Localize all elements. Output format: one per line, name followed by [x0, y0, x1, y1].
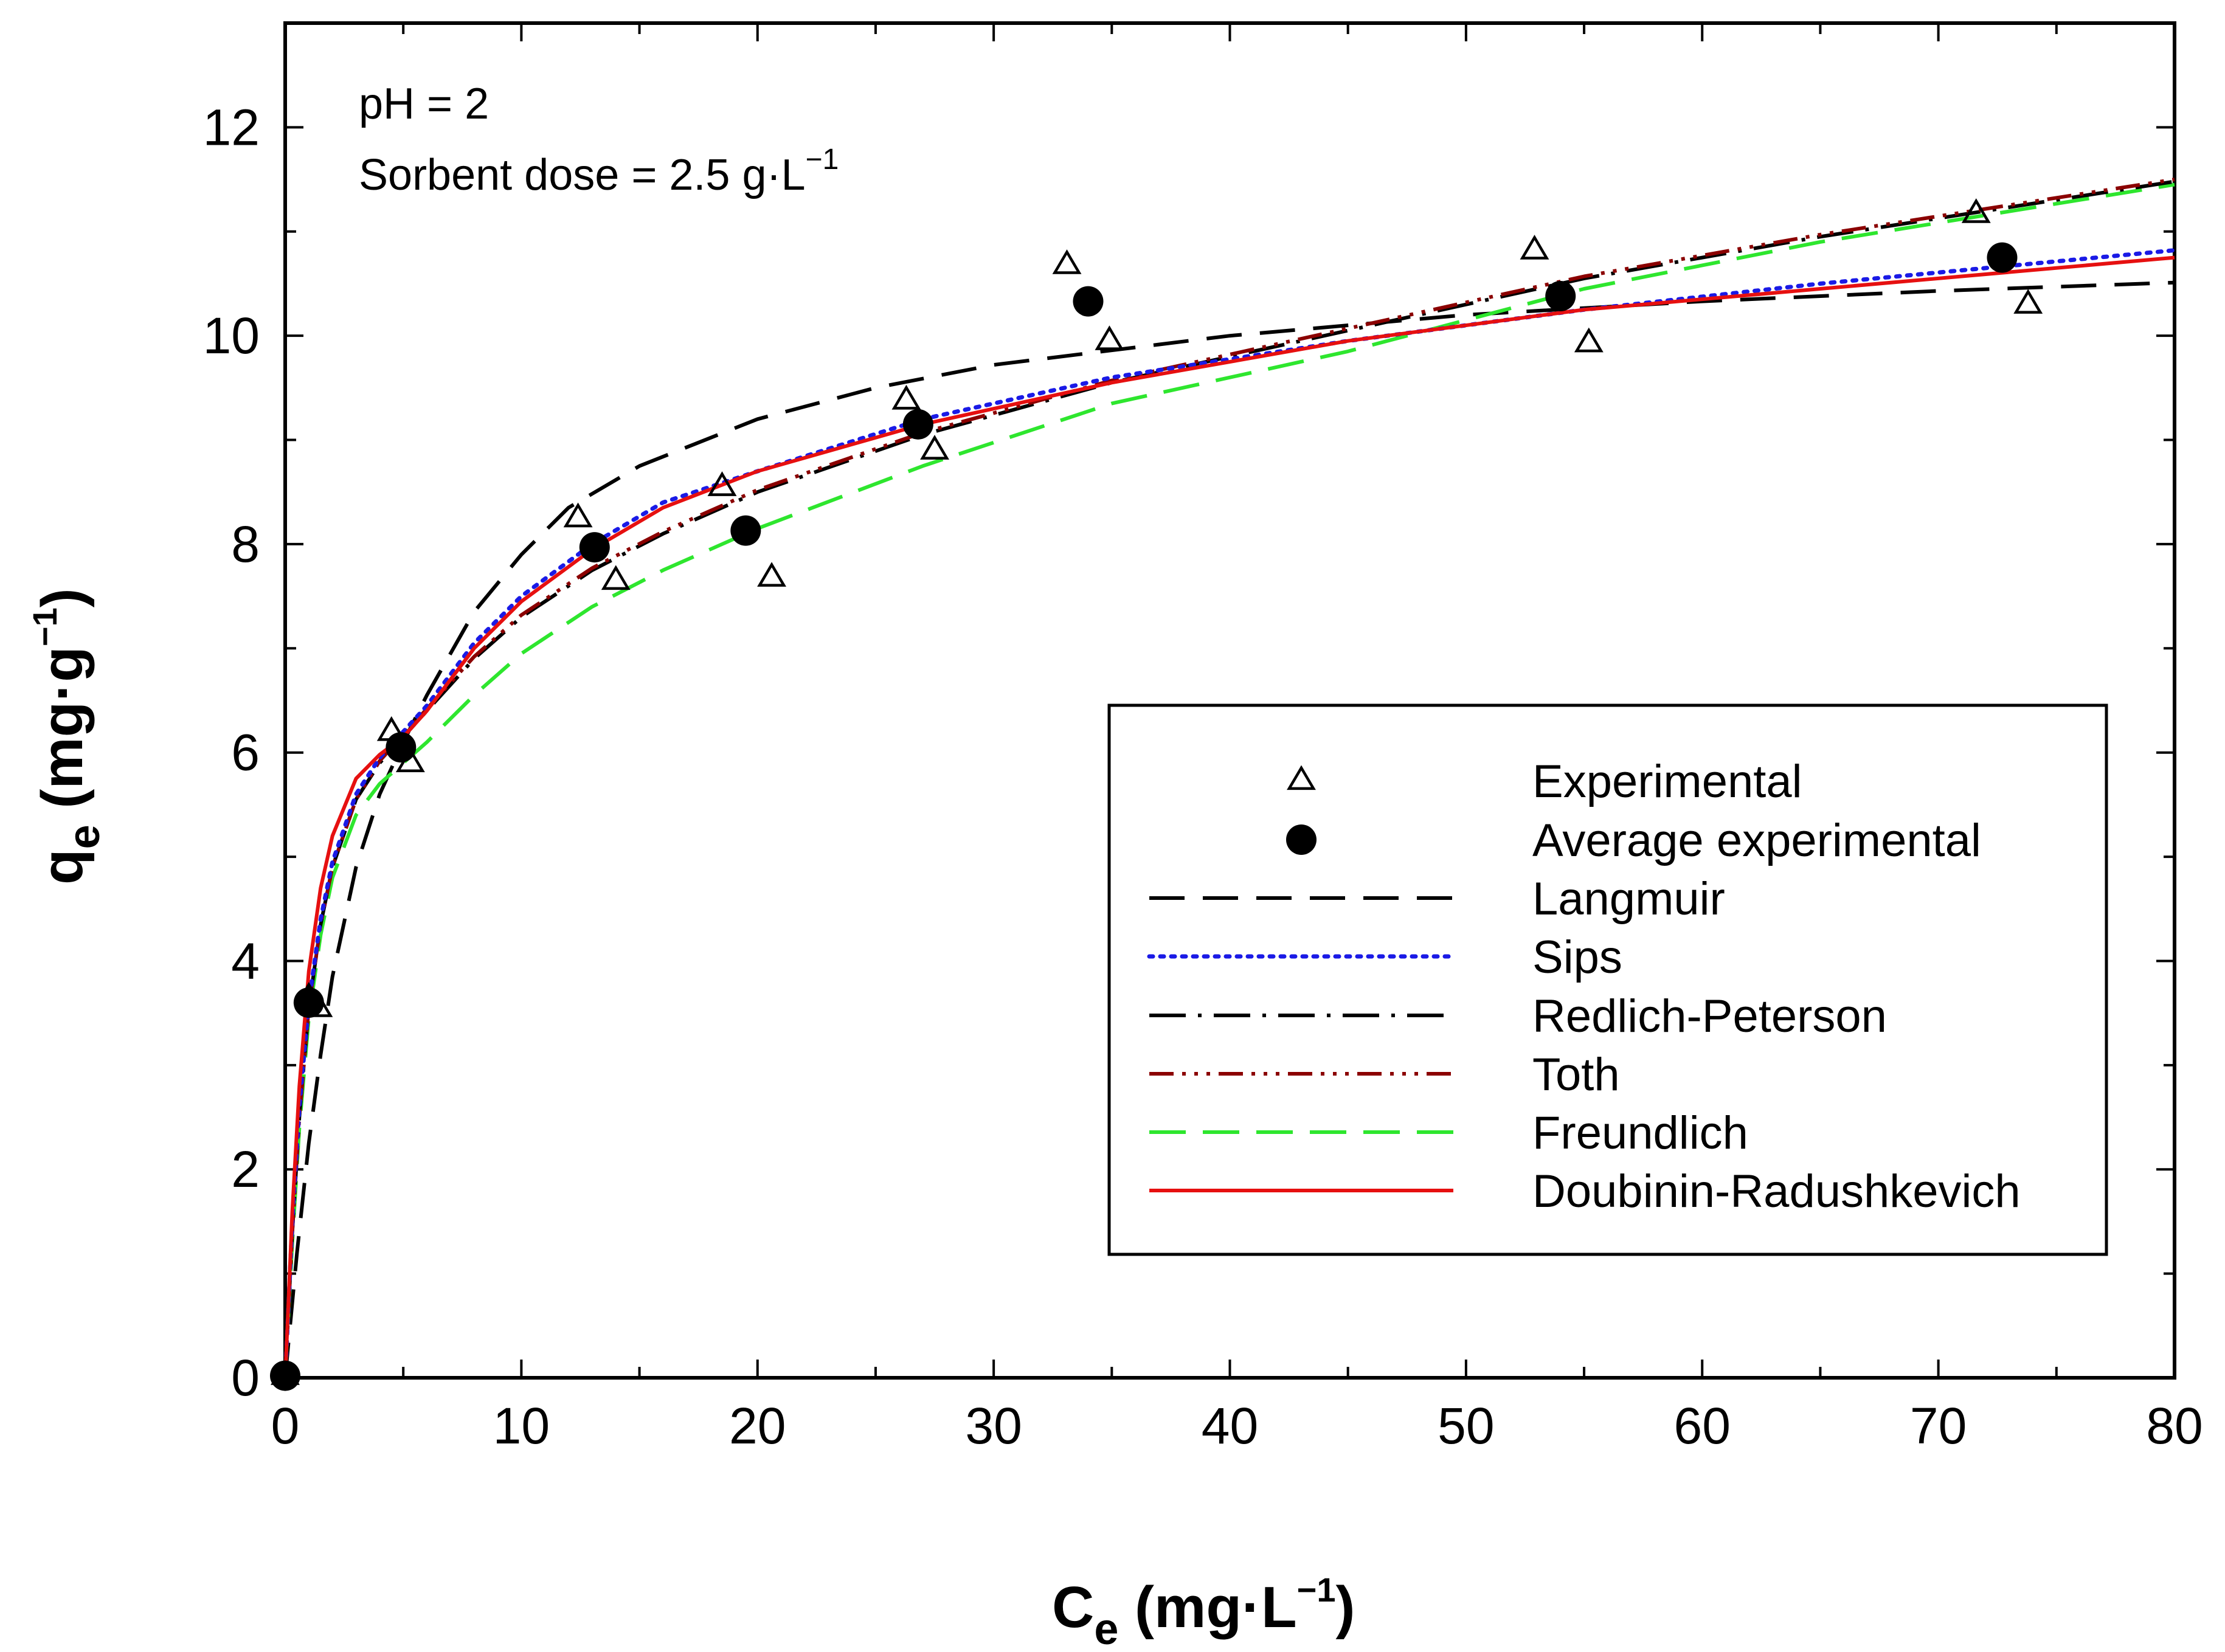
y-tick-label: 4	[231, 932, 260, 989]
average-experimental-point	[1987, 242, 2018, 273]
x-axis-title: Ce (mg·L−1)	[1052, 1571, 1355, 1652]
x-tick-label: 10	[493, 1397, 550, 1454]
experimental-point	[563, 502, 593, 528]
average-experimental-point	[902, 409, 933, 440]
x-tick-label: 30	[965, 1397, 1022, 1454]
annotation-ph: pH = 2	[359, 80, 489, 128]
y-tick-label: 8	[231, 516, 260, 573]
legend-label-experimental: Experimental	[1532, 756, 1802, 807]
experimental-point	[303, 992, 333, 1017]
y-tick-label: 12	[203, 98, 260, 156]
experimental-point	[1961, 198, 1991, 223]
data-markers	[270, 198, 2043, 1391]
x-axis-ticks: 0 10 20 30 40 50 60 70 80	[271, 23, 2203, 1454]
x-tick-label: 50	[1438, 1397, 1494, 1454]
legend-box	[1107, 703, 2108, 1256]
experimental-point	[1520, 235, 1549, 260]
experimental-point	[395, 747, 425, 772]
legend-label-sips: Sips	[1532, 931, 1622, 983]
y-axis-ticks: 0 2 4 6 8 10 12	[203, 22, 2175, 1406]
average-experimental-point	[730, 515, 761, 546]
x-tick-label: 60	[1674, 1397, 1731, 1454]
x-tick-label: 80	[2146, 1397, 2203, 1454]
legend-label-freundlich: Freundlich	[1532, 1107, 1748, 1159]
annotation-sorbent-dose: Sorbent dose = 2.5 g·L−1	[359, 143, 839, 199]
legend-marker-experimental	[1287, 765, 1316, 790]
legend-label-average-experimental: Average experimental	[1532, 815, 1981, 866]
experimental-point	[2013, 289, 2043, 314]
experimental-point	[271, 1360, 300, 1385]
x-tick-label: 0	[271, 1397, 300, 1454]
doubinin-radushkevich-curve	[283, 255, 2175, 1378]
experimental-point	[1095, 325, 1124, 350]
toth-curve	[283, 178, 2175, 1378]
legend-label-toth: Toth	[1532, 1049, 1620, 1101]
legend-label-doubinin-radushkevich: Doubinin-Radushkevich	[1532, 1166, 2021, 1217]
y-axis-title: qe (mg·g−1)	[26, 588, 109, 885]
legend-marker-average-experimental	[1286, 824, 1317, 855]
y-tick-label: 0	[231, 1349, 260, 1406]
experimental-point	[1052, 249, 1082, 274]
experimental-point	[601, 565, 631, 590]
experimental-point	[757, 562, 786, 587]
experimental-point	[891, 384, 921, 410]
legend: Experimental Average experimental Langmuir…	[1107, 703, 2108, 1256]
experimental-point	[294, 981, 324, 1007]
y-tick-label: 10	[203, 307, 260, 364]
y-tick-label: 2	[231, 1141, 260, 1198]
experimental-point	[707, 471, 737, 496]
average-experimental-point	[1073, 286, 1104, 317]
x-tick-label: 40	[1202, 1397, 1258, 1454]
x-tick-label: 20	[729, 1397, 786, 1454]
legend-label-langmuir: Langmuir	[1532, 873, 1725, 925]
condition-annotation: pH = 2 Sorbent dose = 2.5 g·L−1	[359, 80, 839, 199]
x-tick-label: 70	[1910, 1397, 1967, 1454]
y-tick-label: 6	[231, 724, 260, 781]
average-experimental-point	[1545, 281, 1576, 312]
experimental-point	[1574, 327, 1604, 353]
legend-label-redlich-peterson: Redlich-Peterson	[1532, 990, 1887, 1042]
average-experimental-point	[579, 532, 610, 563]
experimental-point	[376, 716, 406, 741]
experimental-point	[920, 435, 949, 460]
